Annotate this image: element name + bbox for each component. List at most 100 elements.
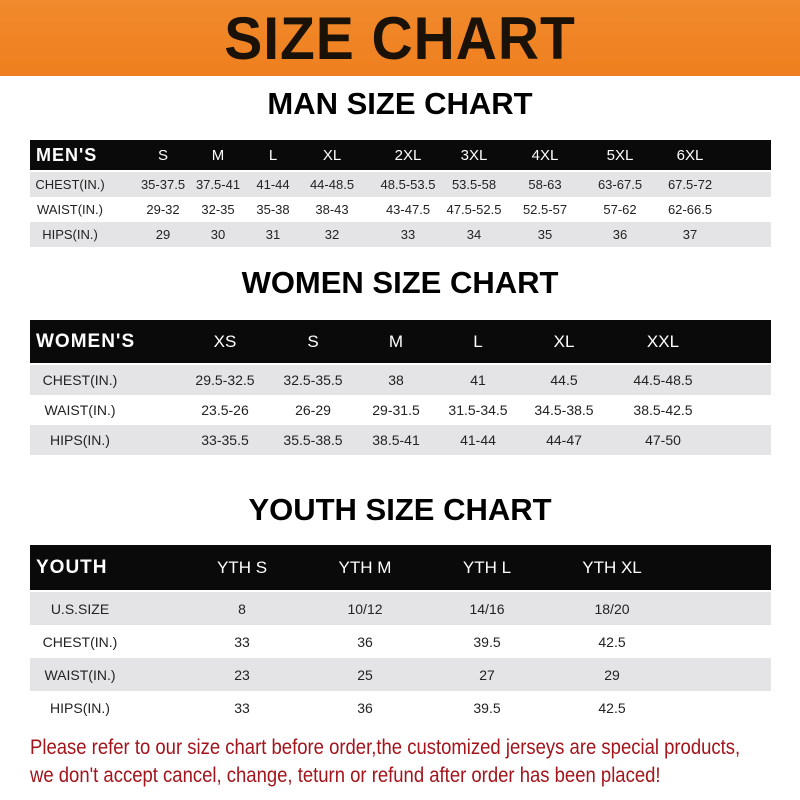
measurement-cell: 37.5-41 bbox=[195, 177, 241, 192]
size-header-cell: XXL bbox=[646, 332, 680, 351]
measurement-cell: 41-44 bbox=[256, 177, 290, 192]
measurement-cell: 29 bbox=[604, 666, 620, 683]
measurement-cell: 31 bbox=[265, 227, 281, 242]
measurement-cell: 39.5 bbox=[473, 633, 501, 650]
row-label: WAIST(IN.) bbox=[44, 402, 116, 418]
measurement-cell: 32 bbox=[324, 227, 340, 242]
measurement-cell: 35 bbox=[537, 227, 553, 242]
size-header-cell: S bbox=[307, 332, 319, 351]
row-label: WAIST(IN.) bbox=[37, 202, 103, 217]
measurement-cell: 23 bbox=[234, 666, 250, 683]
measurement-cell: 25 bbox=[357, 666, 373, 683]
youth-header-row: YOUTH YTH S YTH M YTH L YTH XL bbox=[30, 545, 771, 590]
men-section-title: MAN SIZE CHART bbox=[267, 86, 533, 121]
measurement-cell: 35-37.5 bbox=[140, 177, 186, 192]
measurement-cell: 44-48.5 bbox=[309, 177, 355, 192]
table-row: WAIST(IN.) 29-32 32-35 35-38 38-43 43-47.5 47.… bbox=[30, 197, 771, 222]
measurement-cell: 57-62 bbox=[603, 202, 637, 217]
measurement-cell: 35-38 bbox=[256, 202, 290, 217]
measurement-cell: 32.5-35.5 bbox=[283, 372, 343, 388]
measurement-cell: 43-47.5 bbox=[385, 202, 431, 217]
table-row: WAIST(IN.) 23.5-26 26-29 29-31.5 31.5-34.5 34… bbox=[30, 395, 771, 425]
youth-header-label: YOUTH bbox=[36, 557, 108, 578]
measurement-cell: 33 bbox=[234, 699, 250, 716]
measurement-cell: 38.5-42.5 bbox=[633, 402, 693, 418]
measurement-cell: 32-35 bbox=[201, 202, 235, 217]
measurement-cell: 58-63 bbox=[528, 177, 562, 192]
size-header-cell: L bbox=[473, 332, 483, 351]
measurement-cell: 42.5 bbox=[598, 633, 626, 650]
table-row: HIPS(IN.) 29 30 31 32 33 34 35 36 37 bbox=[30, 222, 771, 247]
measurement-cell: 29.5-32.5 bbox=[195, 372, 255, 388]
women-section-title: WOMEN SIZE CHART bbox=[241, 265, 559, 300]
notice-line-1: Please refer to our size chart before or… bbox=[30, 735, 741, 759]
size-header-cell: L bbox=[268, 146, 278, 164]
size-header-cell: 5XL bbox=[606, 146, 634, 164]
measurement-cell: 35.5-38.5 bbox=[283, 432, 343, 448]
measurement-cell: 30 bbox=[210, 227, 226, 242]
measurement-cell: 62-66.5 bbox=[667, 202, 713, 217]
measurement-cell: 67.5-72 bbox=[667, 177, 713, 192]
measurement-cell: 33-35.5 bbox=[201, 432, 249, 448]
men-header-row: MEN'S S M L XL 2XL 3XL 4XL 5XL 6XL bbox=[30, 140, 771, 170]
row-label: CHEST(IN.) bbox=[42, 372, 118, 388]
table-row: HIPS(IN.) 33-35.5 35.5-38.5 38.5-41 41-44 44-… bbox=[30, 425, 771, 455]
row-label: HIPS(IN.) bbox=[50, 699, 110, 716]
measurement-cell: 36 bbox=[612, 227, 628, 242]
men-size-table: MEN'S S M L XL 2XL 3XL 4XL 5XL 6XL CHEST(IN.) 35-37… bbox=[30, 140, 771, 247]
size-header-cell: 3XL bbox=[460, 146, 488, 164]
banner-title: SIZE CHART bbox=[224, 5, 576, 72]
measurement-cell: 41 bbox=[470, 372, 486, 388]
measurement-cell: 37 bbox=[682, 227, 698, 242]
measurement-cell: 23.5-26 bbox=[201, 402, 249, 418]
measurement-cell: 33 bbox=[400, 227, 416, 242]
size-header-cell: M bbox=[211, 146, 225, 164]
measurement-cell: 48.5-53.5 bbox=[380, 177, 436, 192]
size-header-cell: XL bbox=[322, 146, 342, 164]
measurement-cell: 10/12 bbox=[347, 600, 383, 617]
measurement-cell: 47.5-52.5 bbox=[446, 202, 502, 217]
size-header-cell: 6XL bbox=[676, 146, 704, 164]
measurement-cell: 38-43 bbox=[315, 202, 349, 217]
measurement-cell: 29-31.5 bbox=[372, 402, 420, 418]
women-header-row: WOMEN'S XS S M L XL XXL bbox=[30, 320, 771, 363]
row-label: HIPS(IN.) bbox=[50, 432, 110, 448]
measurement-cell: 34 bbox=[466, 227, 482, 242]
size-header-cell: XS bbox=[213, 332, 237, 351]
measurement-cell: 34.5-38.5 bbox=[534, 402, 594, 418]
notice-line-2: we don't accept cancel, change, teturn o… bbox=[30, 763, 661, 787]
measurement-cell: 38.5-41 bbox=[372, 432, 420, 448]
size-header-cell: YTH XL bbox=[582, 558, 642, 577]
measurement-cell: 63-67.5 bbox=[597, 177, 643, 192]
table-row: CHEST(IN.) 29.5-32.5 32.5-35.5 38 41 44.5 44.5… bbox=[30, 365, 771, 395]
measurement-cell: 18/20 bbox=[594, 600, 630, 617]
measurement-cell: 27 bbox=[479, 666, 495, 683]
measurement-cell: 8 bbox=[238, 600, 246, 617]
measurement-cell: 36 bbox=[357, 699, 373, 716]
measurement-cell: 29 bbox=[155, 227, 171, 242]
row-label: WAIST(IN.) bbox=[44, 666, 116, 683]
measurement-cell: 52.5-57 bbox=[522, 202, 568, 217]
measurement-cell: 31.5-34.5 bbox=[448, 402, 508, 418]
women-size-table: WOMEN'S XS S M L XL XXL CHEST(IN.) 29.5-32.5 32.5… bbox=[30, 320, 771, 455]
measurement-cell: 44.5-48.5 bbox=[633, 372, 693, 388]
table-row: WAIST(IN.) 23 25 27 29 bbox=[30, 658, 771, 691]
youth-size-table: YOUTH YTH S YTH M YTH L YTH XL U.S.SIZE 8 10/12… bbox=[30, 545, 771, 724]
banner: SIZE CHART bbox=[0, 0, 800, 76]
measurement-cell: 53.5-58 bbox=[451, 177, 497, 192]
table-row: CHEST(IN.) 33 36 39.5 42.5 bbox=[30, 625, 771, 658]
measurement-cell: 47-50 bbox=[645, 432, 681, 448]
row-label: CHEST(IN.) bbox=[35, 177, 105, 192]
size-header-cell: 4XL bbox=[531, 146, 559, 164]
measurement-cell: 41-44 bbox=[460, 432, 496, 448]
measurement-cell: 36 bbox=[357, 633, 373, 650]
size-header-cell: S bbox=[157, 146, 169, 164]
row-label: U.S.SIZE bbox=[50, 600, 110, 617]
size-header-cell: YTH M bbox=[338, 558, 392, 577]
table-row: HIPS(IN.) 33 36 39.5 42.5 bbox=[30, 691, 771, 724]
measurement-cell: 44-47 bbox=[546, 432, 582, 448]
size-header-cell: XL bbox=[553, 332, 575, 351]
size-header-cell: YTH S bbox=[216, 558, 268, 577]
row-label: CHEST(IN.) bbox=[42, 633, 118, 650]
measurement-cell: 44.5 bbox=[550, 372, 578, 388]
